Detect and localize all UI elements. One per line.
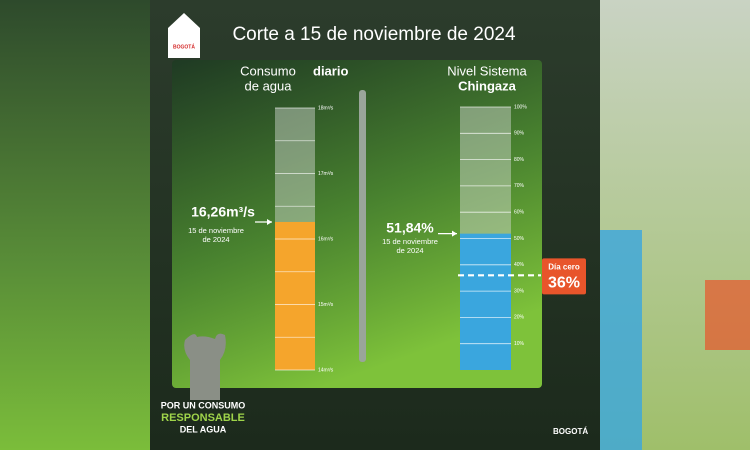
left-backdrop bbox=[0, 0, 150, 450]
y-tick-label: 14m³/s bbox=[318, 367, 334, 373]
y-tick-label: 80% bbox=[514, 157, 525, 163]
logo-house bbox=[168, 13, 200, 58]
right-backdrop-blue bbox=[600, 230, 642, 450]
y-tick-label: 50% bbox=[514, 236, 525, 242]
y-tick-label: 40% bbox=[514, 262, 525, 268]
y-tick-label: 20% bbox=[514, 315, 525, 321]
y-tick-label: 17m³/s bbox=[318, 171, 334, 177]
fox-illustration bbox=[184, 333, 226, 400]
date-label: 15 de noviembre bbox=[382, 237, 438, 246]
logo-text: BOGOTÁ bbox=[173, 43, 195, 50]
footer-logo: BOGOTÁ bbox=[553, 427, 588, 436]
y-tick-label: 10% bbox=[514, 341, 525, 347]
date-label: de 2024 bbox=[202, 235, 229, 244]
chart-title: de agua bbox=[245, 78, 293, 93]
value-label: 16,26m³/s bbox=[191, 204, 255, 220]
y-tick-label: 18m³/s bbox=[318, 105, 334, 111]
value-arrowhead bbox=[452, 230, 457, 237]
reference-text: Día cero bbox=[548, 262, 580, 271]
value-arrowhead bbox=[267, 218, 272, 225]
chart-title: Chingaza bbox=[458, 78, 517, 93]
y-tick-label: 70% bbox=[514, 183, 525, 189]
title: Corte a 15 de noviembre de 2024 bbox=[232, 24, 516, 45]
date-label: de 2024 bbox=[396, 246, 423, 255]
gauge-fill bbox=[460, 233, 511, 370]
chart-title: diario bbox=[313, 63, 348, 78]
date-label: 15 de noviembre bbox=[188, 226, 244, 235]
slogan-line: DEL AGUA bbox=[180, 424, 227, 434]
y-tick-label: 90% bbox=[514, 131, 525, 137]
divider bbox=[359, 90, 366, 362]
y-tick-label: 60% bbox=[514, 210, 525, 216]
gauge-fill bbox=[275, 221, 315, 370]
right-backdrop-orange bbox=[705, 280, 750, 350]
y-tick-label: 16m³/s bbox=[318, 236, 334, 242]
reference-badge bbox=[542, 258, 586, 295]
card bbox=[172, 60, 542, 388]
y-tick-label: 100% bbox=[514, 104, 527, 110]
slogan-line: RESPONSABLE bbox=[161, 412, 245, 424]
chart-title: Consumo bbox=[240, 63, 296, 78]
y-tick-label: 15m³/s bbox=[318, 302, 334, 308]
y-tick-label: 30% bbox=[514, 288, 525, 294]
reference-label: 36% bbox=[548, 275, 580, 292]
chart-title: Nivel Sistema bbox=[447, 63, 527, 78]
slogan-line: POR UN CONSUMO bbox=[161, 400, 246, 410]
value-label: 51,84% bbox=[386, 220, 434, 236]
